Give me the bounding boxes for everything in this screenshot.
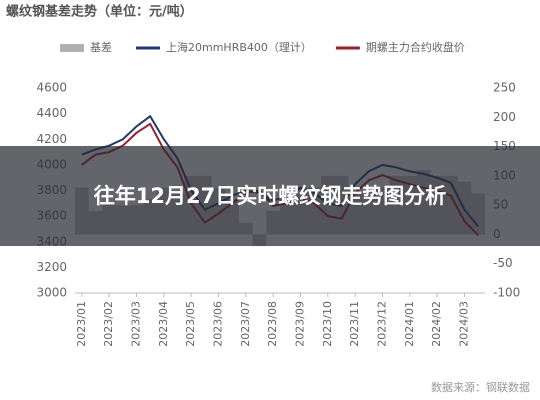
y-tick-label: 4600 (36, 81, 67, 95)
y-tick-label: 3200 (36, 260, 67, 274)
x-tick-label: 2023/10 (321, 301, 334, 347)
x-tick-label: 2023/12 (376, 301, 389, 347)
x-tick-label: 2023/09 (294, 301, 307, 347)
x-tick-label: 2024/02 (430, 301, 443, 347)
x-tick-label: 2024/03 (458, 301, 471, 347)
x-tick-label: 2023/02 (102, 301, 115, 347)
x-tick-label: 2023/07 (239, 301, 252, 347)
y2-tick-label: 200 (493, 110, 516, 124)
x-tick-label: 2023/01 (75, 301, 88, 347)
legend-label: 期螺主力合约收盘价 (366, 40, 465, 54)
x-tick-label: 2023/03 (130, 301, 143, 347)
y-tick-label: 4400 (36, 106, 67, 120)
x-tick-label: 2023/04 (157, 301, 170, 347)
y2-tick-label: 250 (493, 81, 516, 95)
legend-label: 上海20mmHRB400（理计） (166, 40, 312, 54)
x-tick-label: 2023/11 (348, 301, 361, 347)
y2-tick-label: -100 (493, 286, 520, 300)
y-tick-label: 3000 (36, 286, 67, 300)
banner-title: 往年12月27日实时螺纹钢走势图分析 (93, 184, 447, 208)
banner: 往年12月27日实时螺纹钢走势图分析 (0, 146, 540, 246)
source: 数据来源：钢联数据 (431, 380, 530, 394)
chart-title: 螺纹钢基差走势（单位：元/吨） (6, 4, 193, 20)
x-tick-label: 2023/08 (266, 301, 279, 347)
legend-swatch (60, 44, 84, 52)
y2-tick-label: -50 (493, 256, 513, 270)
x-tick-label: 2023/05 (184, 301, 197, 347)
legend-label: 基差 (90, 40, 112, 54)
x-tick-label: 2024/01 (403, 301, 416, 347)
y-tick-label: 4200 (36, 132, 67, 146)
x-tick-label: 2023/06 (212, 301, 225, 347)
